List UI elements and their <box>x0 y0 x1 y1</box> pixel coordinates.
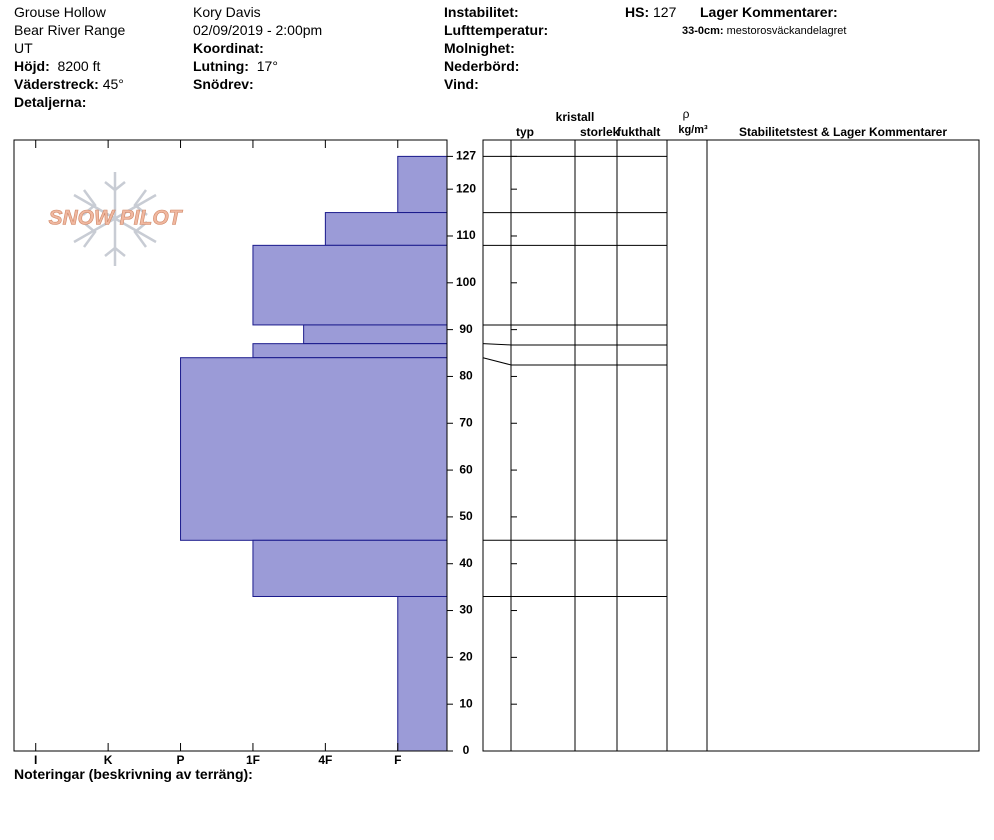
col-size: storlek <box>580 125 620 139</box>
wind: Vind: <box>444 75 479 93</box>
location: Grouse Hollow <box>14 4 106 20</box>
hardness-bar <box>252 539 448 597</box>
value: 8200 ft <box>57 58 101 74</box>
label: Nederbörd: <box>444 58 520 74</box>
col-density-unit: kg/m³ <box>678 124 708 136</box>
precip: Nederbörd: <box>444 57 519 75</box>
y-tick-label: 120 <box>456 181 476 195</box>
instability: Instabilitet: <box>444 3 519 21</box>
logo <box>73 172 157 266</box>
x-tick-label: 1F <box>246 753 260 767</box>
wind-loading: Snödrev: <box>193 75 254 93</box>
col-moisture: fukthalt <box>617 125 660 139</box>
x-tick-label: I <box>34 753 37 767</box>
hardness-bar <box>252 244 448 326</box>
x-tick-label: K <box>104 753 113 767</box>
hardness-bar <box>397 155 448 214</box>
range: 33-0cm: <box>682 25 724 37</box>
label: Molnighet: <box>444 40 515 56</box>
label: Detaljerna: <box>14 94 87 110</box>
sky: Molnighet: <box>444 39 515 57</box>
col-density-symbol: ρ <box>683 107 690 121</box>
x-tick-label: 4F <box>318 753 332 767</box>
layer-comments-title: Lager Kommentarer: <box>700 3 838 21</box>
air-temp: Lufttemperatur: <box>444 21 548 39</box>
layer-boundary <box>482 343 667 346</box>
aspect: Väderstreck: 45° <box>14 75 124 93</box>
value: 45° <box>102 76 124 92</box>
coordinate: Koordinat: <box>193 39 264 57</box>
notes: Noteringar (beskrivning av terräng): <box>14 765 253 783</box>
label: HS: <box>625 4 650 20</box>
hs: HS: 127 <box>625 3 676 21</box>
x-tick-label: F <box>394 753 401 767</box>
label: Vind: <box>444 76 479 92</box>
col-crystal: kristall <box>556 110 595 124</box>
layer-boundary <box>482 357 667 366</box>
range: Bear River Range <box>14 22 126 38</box>
details: Detaljerna: <box>14 93 86 111</box>
label: Koordinat: <box>193 40 264 56</box>
state: UT <box>14 40 33 56</box>
layer-frame <box>482 139 980 752</box>
label: Noteringar (beskrivning av terräng): <box>14 766 253 782</box>
label: Höjd: <box>14 58 50 74</box>
y-tick-label: 100 <box>456 275 476 289</box>
hardness-bar <box>303 324 448 345</box>
y-tick-label: 90 <box>459 322 473 336</box>
col-stability: Stabilitetstest & Lager Kommentarer <box>739 125 947 139</box>
label: Väderstreck: <box>14 76 99 92</box>
logo-text: SNOW PILOT <box>49 207 184 230</box>
label: Lutning: <box>193 58 249 74</box>
slope: Lutning: 17° <box>193 57 278 75</box>
x-tick-label: P <box>177 753 185 767</box>
y-tick-label: 10 <box>459 696 473 710</box>
y-tick-label: 0 <box>463 743 470 757</box>
datetime: 02/09/2019 - 2:00pm <box>193 22 323 38</box>
y-tick-label: 60 <box>459 462 473 476</box>
y-tick-label: 127 <box>456 149 476 163</box>
y-tick-label: 50 <box>459 509 473 523</box>
hardness-bar <box>324 212 448 246</box>
col-type: typ <box>516 125 534 139</box>
elevation: Höjd: 8200 ft <box>14 57 100 75</box>
hardness-bar <box>252 343 448 359</box>
layer-comment: 33-0cm: mestorosväckandelagret <box>682 22 846 40</box>
label: Instabilitet: <box>444 4 519 20</box>
hardness-bar <box>180 357 448 541</box>
value: 17° <box>256 58 278 74</box>
y-tick-label: 110 <box>456 228 476 242</box>
observer: Kory Davis <box>193 4 261 20</box>
label: Lufttemperatur: <box>444 22 549 38</box>
y-tick-label: 20 <box>459 650 473 664</box>
y-tick-label: 80 <box>459 369 473 383</box>
hardness-bar <box>397 595 448 752</box>
plot-frame <box>13 139 448 752</box>
value: 127 <box>653 4 677 20</box>
label: Snödrev: <box>193 76 254 92</box>
label: Lager Kommentarer: <box>700 4 838 20</box>
y-tick-label: 40 <box>459 556 473 570</box>
y-tick-label: 30 <box>459 603 473 617</box>
text: mestorosväckandelagret <box>726 25 847 37</box>
y-tick-label: 70 <box>459 415 473 429</box>
